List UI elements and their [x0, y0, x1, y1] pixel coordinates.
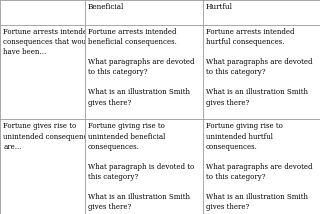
- Text: Fortune arrests intended
beneficial consequences.

What paragraphs are devoted
t: Fortune arrests intended beneficial cons…: [88, 28, 195, 107]
- Text: Fortune arrests intended
hurtful consequences.

What paragraphs are devoted
to t: Fortune arrests intended hurtful consequ…: [206, 28, 312, 107]
- Text: Fortune gives rise to
unintended consequences that
are…: Fortune gives rise to unintended consequ…: [3, 122, 112, 151]
- Text: Beneficial: Beneficial: [88, 3, 124, 11]
- Text: Fortune giving rise to
unintended beneficial
consequences.

What paragraph is de: Fortune giving rise to unintended benefi…: [88, 122, 194, 211]
- Text: Fortune arrests intended
consequences that would
have been…: Fortune arrests intended consequences th…: [3, 28, 93, 56]
- Text: Hurtful: Hurtful: [206, 3, 233, 11]
- Text: Fortune giving rise to
unintended hurtful
consequences.

What paragraphs are dev: Fortune giving rise to unintended hurtfu…: [206, 122, 312, 211]
